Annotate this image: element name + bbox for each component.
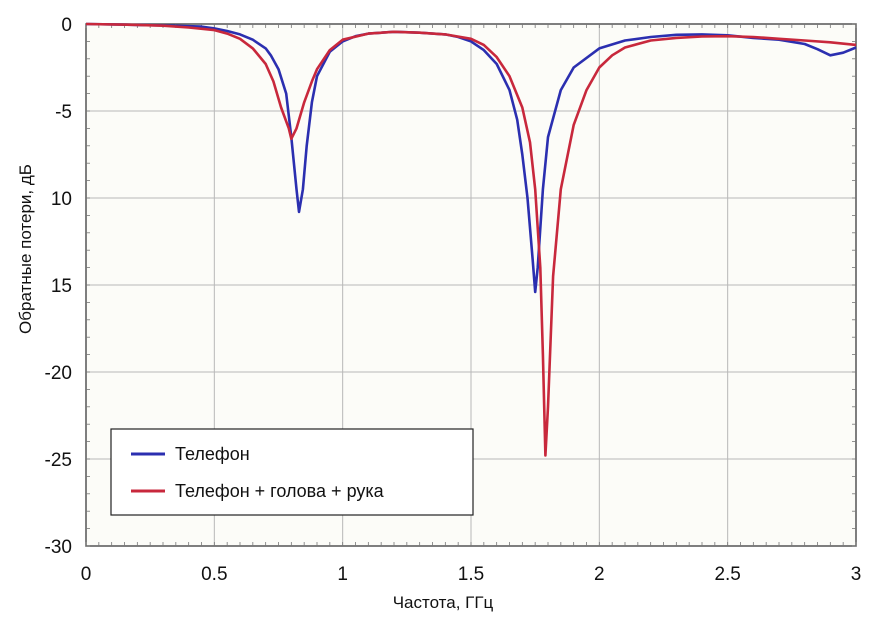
x-tick-labels: 0 0.5 1 1.5 2 2.5 3 bbox=[81, 564, 862, 585]
y-tick-label-6: -30 bbox=[45, 537, 72, 558]
y-axis-title: Обратные потери, дБ bbox=[16, 164, 35, 334]
legend-label-phone: Телефон bbox=[175, 444, 250, 464]
y-tick-label-0: 0 bbox=[61, 15, 72, 36]
x-tick-label-3: 1.5 bbox=[458, 564, 484, 585]
series-line-1 bbox=[85, 22, 857, 457]
legend-label-phone-head-hand: Телефон + голова + рука bbox=[175, 481, 385, 501]
x-axis-title: Частота, ГГц bbox=[393, 593, 494, 612]
x-tick-label-0: 0 bbox=[81, 564, 92, 585]
legend: Телефон Телефон + голова + рука bbox=[110, 428, 474, 516]
y-tick-label-2: 10 bbox=[51, 189, 72, 210]
y-tick-label-5: -25 bbox=[45, 450, 72, 471]
y-tick-labels: 0 -5 10 15 -20 -25 -30 bbox=[45, 15, 72, 558]
y-tick-label-4: -20 bbox=[45, 363, 72, 384]
x-tick-label-2: 1 bbox=[337, 564, 348, 585]
series-lines bbox=[85, 22, 857, 457]
x-tick-label-6: 3 bbox=[851, 564, 862, 585]
series-line-0 bbox=[85, 22, 857, 294]
x-tick-label-1: 0.5 bbox=[201, 564, 227, 585]
legend-box bbox=[110, 428, 474, 516]
y-tick-label-1: -5 bbox=[55, 102, 72, 123]
y-tick-label-3: 15 bbox=[51, 276, 72, 297]
x-tick-label-4: 2 bbox=[594, 564, 605, 585]
minor-ticks bbox=[85, 23, 857, 547]
x-tick-label-5: 2.5 bbox=[714, 564, 740, 585]
